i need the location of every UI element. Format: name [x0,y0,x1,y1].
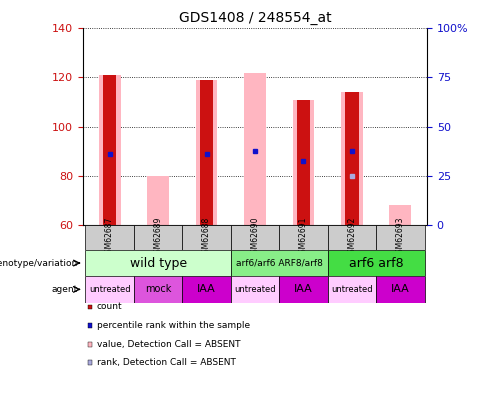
Bar [134,276,183,303]
Bar [279,225,327,250]
Text: IAA: IAA [391,284,410,294]
Bar [85,225,134,250]
Bar [231,250,327,276]
Bar [376,276,425,303]
Bar [183,276,231,303]
Bar [345,92,359,225]
Text: GSM62692: GSM62692 [347,217,356,258]
Text: IAA: IAA [197,284,216,294]
Text: arf6 arf8: arf6 arf8 [349,256,404,270]
Bar [389,205,411,225]
Bar [231,225,279,250]
Text: GSM62693: GSM62693 [396,217,405,258]
Bar [341,92,363,225]
Text: genotype/variation: genotype/variation [0,258,78,268]
Text: percentile rank within the sample: percentile rank within the sample [97,321,250,330]
Title: GDS1408 / 248554_at: GDS1408 / 248554_at [179,11,331,25]
Bar [292,100,314,225]
Text: untreated: untreated [89,285,130,294]
Text: rank, Detection Call = ABSENT: rank, Detection Call = ABSENT [97,358,236,367]
Text: GSM62691: GSM62691 [299,217,308,258]
Text: GSM62688: GSM62688 [202,217,211,258]
Text: count: count [97,303,122,311]
Text: untreated: untreated [234,285,276,294]
Bar [183,225,231,250]
Text: untreated: untreated [331,285,373,294]
Bar [99,75,121,225]
Bar [297,100,310,225]
Bar [231,276,279,303]
Bar [196,80,218,225]
Bar [327,250,425,276]
Bar [147,176,169,225]
Bar [134,225,183,250]
Bar [85,276,134,303]
Bar [85,250,231,276]
Bar [279,276,327,303]
Bar [376,225,425,250]
Text: agent: agent [52,285,78,294]
Text: value, Detection Call = ABSENT: value, Detection Call = ABSENT [97,340,240,349]
Bar [103,75,117,225]
Bar [200,80,213,225]
Text: GSM62687: GSM62687 [105,217,114,258]
Text: GSM62690: GSM62690 [250,217,260,258]
Text: arf6/arf6 ARF8/arf8: arf6/arf6 ARF8/arf8 [236,258,323,268]
Bar [327,276,376,303]
Bar [244,72,266,225]
Text: mock: mock [145,284,171,294]
Text: GSM62689: GSM62689 [154,217,163,258]
Bar [327,225,376,250]
Text: IAA: IAA [294,284,313,294]
Text: wild type: wild type [129,256,186,270]
